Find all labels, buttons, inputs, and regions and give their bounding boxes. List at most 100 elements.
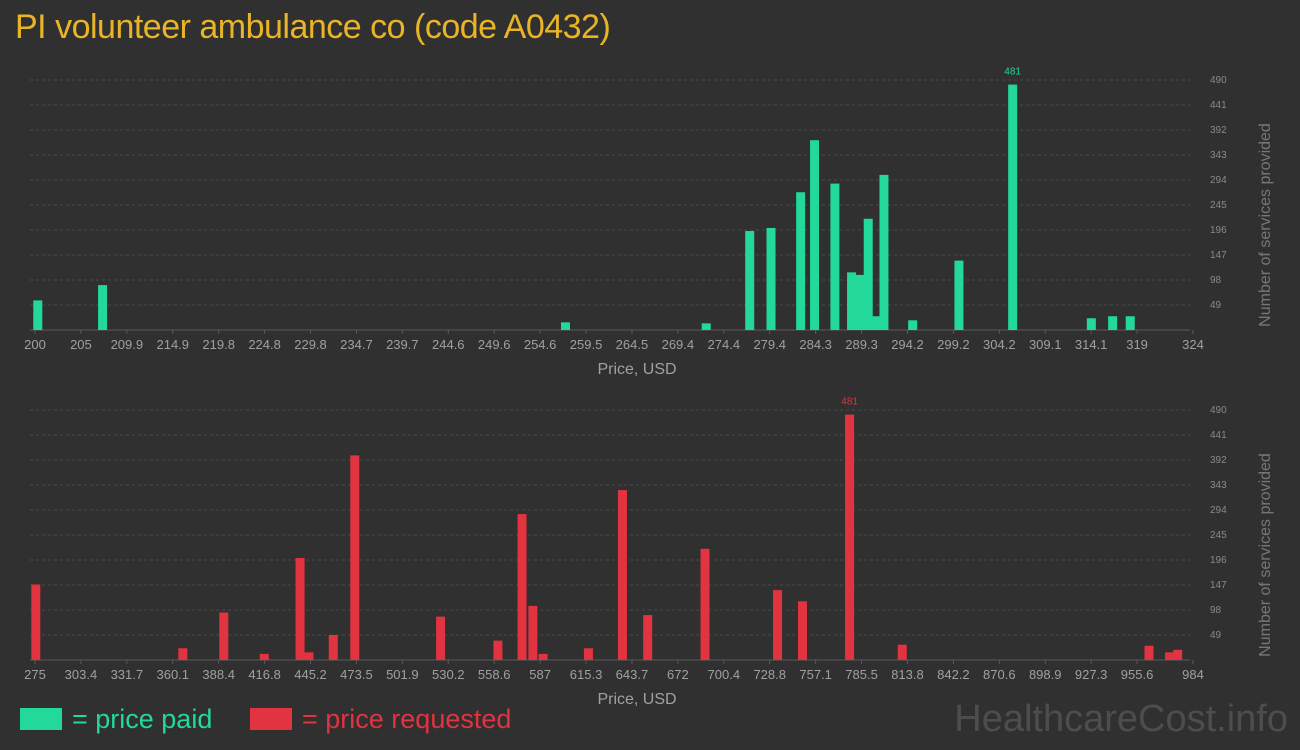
chart-title: PI volunteer ambulance co (code A0432): [15, 8, 611, 46]
bar: [328, 635, 338, 660]
x-tick-label: 955.6: [1121, 667, 1154, 682]
bar: [528, 605, 538, 660]
y-tick-label: 98: [1210, 605, 1222, 616]
x-tick-label: 275: [24, 667, 46, 682]
legend-requested-label: = price requested: [302, 703, 512, 734]
y-tick-label: 49: [1210, 300, 1222, 311]
bar: [1173, 649, 1183, 660]
max-value-label: 481: [1004, 67, 1021, 78]
x-tick-label: 927.3: [1075, 667, 1108, 682]
bar: [954, 260, 964, 330]
x-tick-label: 309.1: [1029, 337, 1062, 352]
x-tick-label: 324: [1182, 337, 1204, 352]
x-tick-label: 870.6: [983, 667, 1016, 682]
bar: [560, 322, 570, 330]
bar: [773, 590, 783, 660]
x-tick-label: 209.9: [111, 337, 144, 352]
y-tick-label: 490: [1210, 405, 1227, 416]
bar: [643, 615, 653, 660]
x-tick-label: 416.8: [248, 667, 281, 682]
price-paid-chart: 49 98 147 196 245 294 343 392 441 490 200 205 209.9 2…: [24, 67, 1274, 378]
legend-price-requested: = price requested: [250, 704, 511, 734]
bar: [796, 192, 806, 330]
bar: [33, 300, 43, 330]
bar: [810, 140, 820, 330]
x-tick-label: 205: [70, 337, 92, 352]
y-tick-label: 196: [1210, 555, 1227, 566]
x-tick-label: 269.4: [662, 337, 695, 352]
x-tick-label: 214.9: [156, 337, 189, 352]
x-tick-label: 984: [1182, 667, 1204, 682]
x-tick-label: 259.5: [570, 337, 603, 352]
x-tick-label: 279.4: [753, 337, 786, 352]
bar: [1108, 316, 1118, 330]
bar: [845, 414, 855, 660]
x-tick-label: 239.7: [386, 337, 419, 352]
y-tick-label: 294: [1210, 175, 1227, 186]
x-tick-label: 319: [1126, 337, 1148, 352]
bar: [219, 612, 229, 660]
y-axis-label: Number of services provided: [1257, 453, 1274, 657]
y-tick-label: 196: [1210, 225, 1227, 236]
price-requested-chart: 49 98 147 196 245 294 343 392 441 490 275 303.4 331.…: [24, 397, 1274, 708]
x-tick-label: 360.1: [156, 667, 189, 682]
bar: [617, 490, 627, 660]
x-tick-label: 558.6: [478, 667, 511, 682]
legend-price-paid: = price paid: [20, 704, 212, 734]
x-tick-label: 501.9: [386, 667, 419, 682]
legend-paid-label: = price paid: [72, 703, 213, 734]
bar: [295, 557, 305, 660]
x-tick-label: 314.1: [1075, 337, 1108, 352]
x-tick-label: 445.2: [294, 667, 327, 682]
bar: [1165, 652, 1175, 660]
x-tick-label: 473.5: [340, 667, 373, 682]
bar: [517, 514, 527, 660]
bar: [908, 320, 918, 330]
x-axis-label: Price, USD: [597, 691, 676, 708]
x-tick-label: 331.7: [111, 667, 144, 682]
bar: [897, 644, 907, 660]
x-tick-label: 757.1: [799, 667, 832, 682]
bar: [847, 272, 857, 330]
x-tick-label: 289.3: [845, 337, 878, 352]
bar: [436, 616, 446, 660]
bar: [304, 652, 314, 660]
bar: [493, 640, 503, 660]
x-tick-label: 274.4: [708, 337, 741, 352]
x-tick-label: 284.3: [799, 337, 832, 352]
x-tick-label: 254.6: [524, 337, 557, 352]
y-tick-label: 392: [1210, 125, 1227, 136]
bar: [797, 601, 807, 660]
bar: [350, 455, 360, 660]
x-tick-label: 672: [667, 667, 689, 682]
y-tick-label: 343: [1210, 150, 1227, 161]
x-tick-label: 299.2: [937, 337, 970, 352]
x-tick-label: 219.8: [202, 337, 235, 352]
x-tick-label: 530.2: [432, 667, 465, 682]
x-tick-label: 224.8: [248, 337, 281, 352]
y-tick-label: 490: [1210, 75, 1227, 86]
bar: [538, 653, 548, 660]
y-tick-label: 147: [1210, 250, 1227, 261]
bar: [583, 648, 593, 660]
bar: [855, 274, 865, 330]
y-tick-label: 98: [1210, 275, 1222, 286]
x-tick-label: 244.6: [432, 337, 465, 352]
y-tick-label: 245: [1210, 200, 1227, 211]
x-tick-label: 264.5: [616, 337, 649, 352]
y-tick-label: 343: [1210, 480, 1227, 491]
x-tick-label: 304.2: [983, 337, 1016, 352]
bar: [259, 653, 269, 660]
x-tick-label: 200: [24, 337, 46, 352]
y-tick-label: 441: [1210, 100, 1227, 111]
legend-paid-swatch: [20, 708, 62, 730]
bar: [1125, 316, 1135, 330]
watermark: HealthcareCost.info: [954, 698, 1288, 740]
x-tick-label: 587: [529, 667, 551, 682]
x-tick-label: 615.3: [570, 667, 603, 682]
x-tick-label: 229.8: [294, 337, 327, 352]
x-tick-label: 700.4: [708, 667, 741, 682]
x-tick-label: 898.9: [1029, 667, 1062, 682]
bar: [830, 183, 840, 330]
x-tick-label: 842.2: [937, 667, 970, 682]
